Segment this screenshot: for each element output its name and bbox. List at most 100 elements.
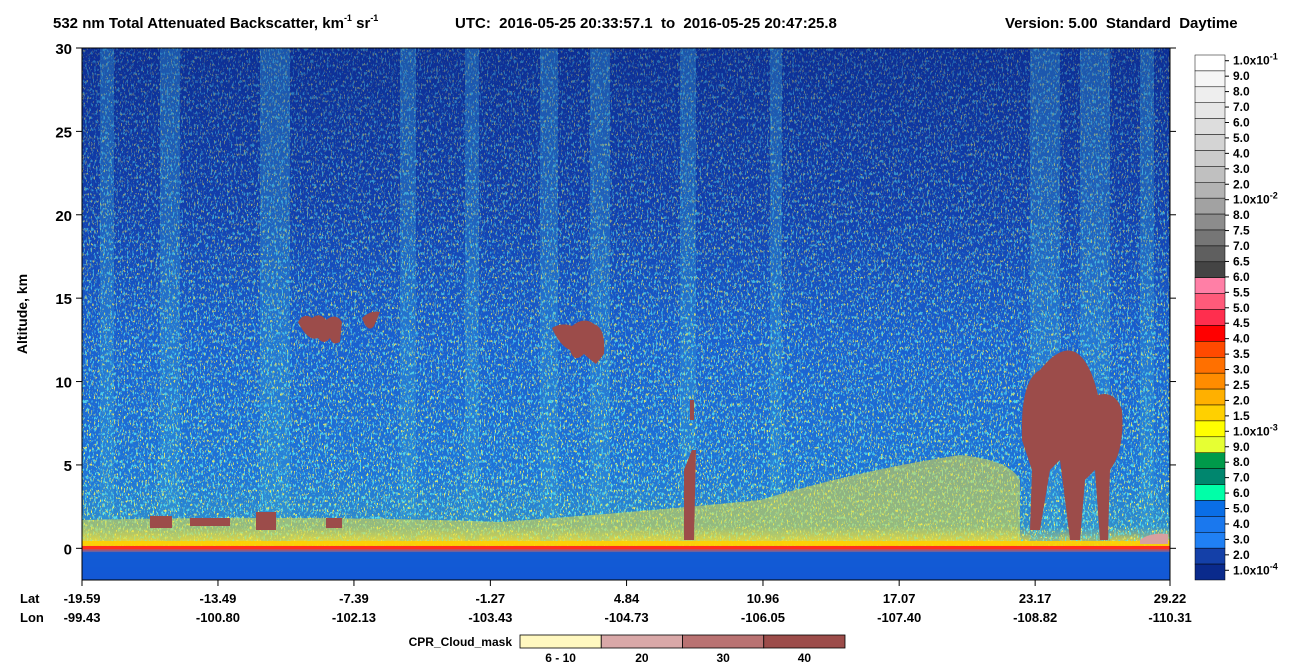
lon-tick-label: -99.43 — [64, 610, 101, 625]
colorbar-label: 4.0 — [1233, 332, 1250, 346]
lat-tick-label: 10.96 — [747, 591, 780, 606]
colorbar-label-text: 5.5 — [1233, 285, 1250, 299]
colorbar-label-text: 6.0 — [1233, 115, 1250, 129]
colorbar-label-text: 3.0 — [1233, 162, 1250, 176]
colorbar-label-text: 3.5 — [1233, 347, 1250, 361]
lat-tick-label: -1.27 — [476, 591, 506, 606]
cloud-mask-category: 20 — [635, 651, 649, 665]
plot-frame — [81, 47, 1171, 581]
colorbar-label: 4.5 — [1233, 316, 1250, 330]
colorbar-label: 2.0 — [1233, 548, 1250, 562]
lat-tick-label: 4.84 — [614, 591, 640, 606]
colorbar-label-text: 1.0x10 — [1233, 424, 1270, 438]
colorbar-swatch — [1194, 134, 1226, 151]
colorbar-label: 1.0x10-4 — [1233, 561, 1278, 577]
colorbar-swatch — [1194, 86, 1226, 103]
colorbar-label: 6.0 — [1233, 270, 1250, 284]
colorbar-label: 3.5 — [1233, 347, 1250, 361]
colorbar-label: 5.0 — [1233, 301, 1250, 315]
y-tick-label: 5 — [64, 458, 72, 475]
colorbar-label: 3.0 — [1233, 532, 1250, 546]
colorbar-label: 5.0 — [1233, 502, 1250, 516]
colorbar-label: 2.0 — [1233, 393, 1250, 407]
colorbar-swatch — [1194, 372, 1226, 390]
cloud-mask-swatch — [763, 634, 846, 649]
lat-label: Lat — [20, 591, 40, 606]
lat-tick-label: -13.49 — [200, 591, 237, 606]
surface-line — [82, 546, 1170, 549]
colorbar-label: 8.0 — [1233, 455, 1250, 469]
colorbar-swatch — [1194, 70, 1226, 88]
colorbar-label-exponent: -2 — [1270, 191, 1278, 201]
colorbar-label: 4.0 — [1233, 146, 1250, 160]
cloud-mask-category: 30 — [716, 651, 730, 665]
lon-tick-label: -103.43 — [468, 610, 512, 625]
colorbar-label: 1.0x10-1 — [1233, 52, 1278, 68]
lon-tick-label: -104.73 — [605, 610, 649, 625]
y-tick-label: 25 — [55, 124, 72, 141]
colorbar-swatch — [1194, 197, 1226, 215]
version: Version: 5.00 Standard Daytime — [1005, 15, 1238, 32]
lat-tick-label: 17.07 — [883, 591, 916, 606]
lon-tick-label: -100.80 — [196, 610, 240, 625]
colorbar-label: 9.0 — [1233, 440, 1250, 454]
time-range: UTC: 2016-05-25 20:33:57.1 to 2016-05-25… — [455, 15, 837, 32]
colorbar-label: 5.0 — [1233, 131, 1250, 145]
colorbar-label-text: 5.0 — [1233, 301, 1250, 315]
colorbar-swatch — [1194, 118, 1226, 135]
colorbar-swatch — [1194, 102, 1226, 119]
colorbar-label: 2.0 — [1233, 177, 1250, 191]
colorbar-label-text: 2.0 — [1233, 393, 1250, 407]
cloud-mask-category: 40 — [798, 651, 812, 665]
colorbar-label: 3.0 — [1233, 162, 1250, 176]
colorbar-label-text: 9.0 — [1233, 69, 1250, 83]
colorbar-label-exponent: -1 — [1270, 52, 1278, 62]
colorbar-label: 5.5 — [1233, 285, 1250, 299]
colorbar-swatch — [1194, 166, 1226, 183]
title-superscript: -1 — [370, 13, 378, 23]
colorbar-label: 7.0 — [1233, 471, 1250, 485]
lon-tick-label: -110.31 — [1148, 610, 1191, 625]
colorbar-swatch — [1194, 404, 1226, 422]
y-tick-label: 0 — [64, 541, 72, 558]
colorbar-label-text: 3.0 — [1233, 532, 1250, 546]
colorbar-swatch — [1194, 547, 1226, 565]
lat-tick-label: -19.59 — [64, 591, 101, 606]
lat-tick-label: 29.22 — [1154, 591, 1187, 606]
colorbar-swatch — [1194, 357, 1226, 374]
colorbar-swatch — [1194, 245, 1226, 263]
colorbar-label: 2.5 — [1233, 378, 1250, 392]
colorbar-label: 1.5 — [1233, 409, 1250, 423]
colorbar-label-exponent: -4 — [1270, 561, 1278, 571]
title-text: sr — [352, 15, 371, 32]
colorbar-label: 6.0 — [1233, 115, 1250, 129]
y-tick-label: 20 — [55, 208, 72, 225]
colorbar-swatch — [1194, 309, 1226, 326]
colorbar-label-text: 7.0 — [1233, 100, 1250, 114]
aerosol-layer — [82, 455, 1020, 545]
colorbar-label-exponent: -3 — [1270, 422, 1278, 432]
cloud-mask-swatch — [519, 634, 602, 649]
colorbar-label-text: 7.0 — [1233, 471, 1250, 485]
colorbar-label-text: 6.0 — [1233, 270, 1250, 284]
lon-tick-label: -106.05 — [741, 610, 785, 625]
colorbar-label-text: 5.0 — [1233, 502, 1250, 516]
colorbar-label: 9.0 — [1233, 69, 1250, 83]
colorbar-swatch — [1194, 452, 1226, 469]
colorbar-swatch — [1194, 341, 1226, 358]
colorbar-swatch — [1194, 436, 1226, 453]
colorbar-swatch — [1194, 516, 1226, 533]
colorbar-label: 7.5 — [1233, 224, 1250, 238]
colorbar-label-text: 8.0 — [1233, 208, 1250, 222]
colorbar-label-text: 4.0 — [1233, 517, 1250, 531]
subsurface — [82, 552, 1170, 580]
colorbar-swatch — [1194, 54, 1226, 72]
colorbar-swatch — [1194, 229, 1226, 247]
colorbar-label-text: 4.5 — [1233, 316, 1250, 330]
colorbar-label-text: 7.0 — [1233, 239, 1250, 253]
lon-tick-label: -102.13 — [332, 610, 376, 625]
cloud-mask-category: 6 - 10 — [545, 651, 576, 665]
colorbar-label-text: 4.0 — [1233, 146, 1250, 160]
y-tick-label: 15 — [55, 291, 72, 308]
colorbar-swatch — [1194, 293, 1226, 310]
